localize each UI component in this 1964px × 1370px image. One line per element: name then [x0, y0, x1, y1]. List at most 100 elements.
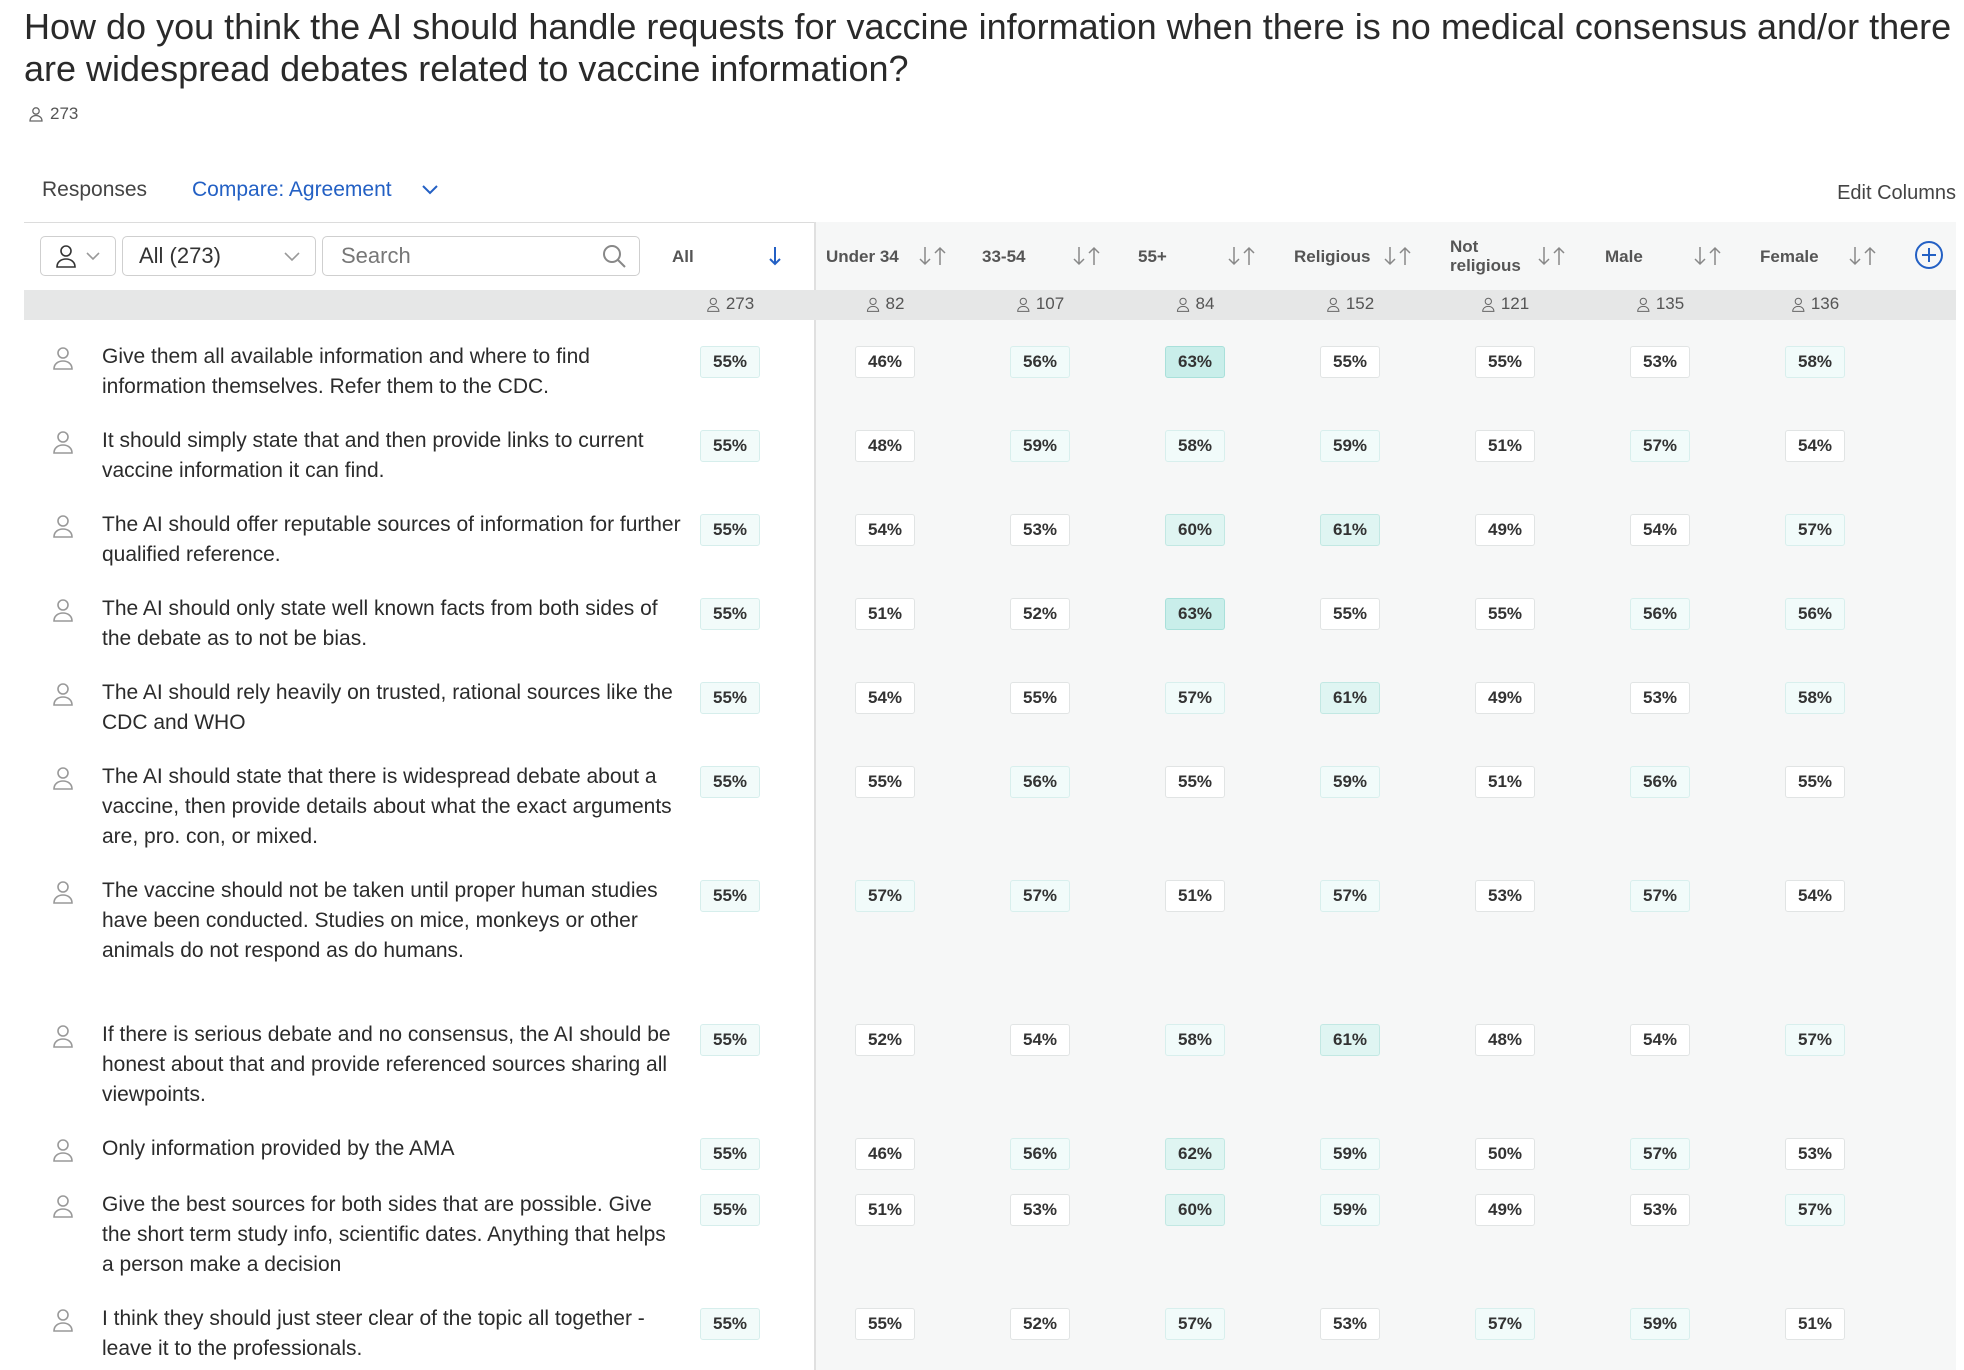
agreement-badge: 53% [1010, 1194, 1070, 1226]
audience-dropdown[interactable]: All (273) [122, 236, 316, 276]
agreement-badge: 61% [1320, 1024, 1380, 1056]
search-input[interactable] [341, 243, 591, 269]
person-icon [1327, 297, 1340, 312]
compare-columns-background [816, 222, 1956, 1370]
search-box [322, 236, 640, 276]
table-row[interactable]: The AI should rely heavily on trusted, r… [24, 678, 1956, 738]
column-divider [814, 222, 816, 1370]
sort-control[interactable] [1848, 245, 1877, 267]
response-text: The AI should offer reputable sources of… [102, 513, 681, 566]
sort-up-icon[interactable] [1398, 245, 1412, 267]
column-header-55-[interactable]: 55+ [1138, 234, 1288, 278]
column-header-label: Male [1605, 246, 1643, 266]
agreement-badge: 49% [1475, 682, 1535, 714]
table-row[interactable]: Give them all available information and … [24, 342, 1956, 402]
sort-down-icon[interactable] [1693, 245, 1707, 267]
person-icon [29, 107, 43, 122]
agreement-badge: 57% [1165, 1308, 1225, 1340]
sort-down-icon[interactable] [1383, 245, 1397, 267]
table-row[interactable]: The AI should only state well known fact… [24, 594, 1956, 654]
sort-up-icon[interactable] [933, 245, 947, 267]
column-count-bar [24, 290, 1956, 320]
sort-descending-icon[interactable] [768, 245, 782, 267]
column-header-male[interactable]: Male [1605, 234, 1755, 278]
edit-columns-button[interactable]: Edit Columns [1837, 182, 1956, 204]
agreement-badge: 48% [855, 430, 915, 462]
person-icon [1792, 297, 1805, 312]
column-count: 152 [1326, 294, 1374, 314]
toolbar: Responses Compare: Agreement Edit Column… [24, 170, 1956, 214]
table-row[interactable]: Give the best sources for both sides tha… [24, 1190, 1956, 1276]
table-row[interactable]: If there is serious debate and no consen… [24, 1020, 1956, 1106]
sort-up-icon[interactable] [1087, 245, 1101, 267]
search-icon[interactable] [601, 243, 627, 269]
respondent-icon [53, 1139, 73, 1162]
column-header-all[interactable]: All [672, 234, 802, 278]
agreement-badge: 50% [1475, 1138, 1535, 1170]
agreement-badge: 57% [1165, 682, 1225, 714]
agreement-badge: 60% [1165, 1194, 1225, 1226]
person-filter-dropdown[interactable] [40, 236, 116, 276]
compare-dropdown[interactable]: Compare: Agreement [192, 178, 440, 202]
column-header-religious[interactable]: Religious [1294, 234, 1444, 278]
column-count: 82 [866, 294, 904, 314]
table-row[interactable]: The AI should state that there is widesp… [24, 762, 1956, 848]
agreement-badge: 55% [700, 1138, 760, 1170]
sort-down-icon[interactable] [1848, 245, 1862, 267]
sort-control[interactable] [1537, 245, 1566, 267]
tab-responses[interactable]: Responses [42, 178, 148, 201]
person-icon [1017, 297, 1030, 312]
agreement-badge: 54% [1785, 430, 1845, 462]
agreement-badge: 55% [855, 766, 915, 798]
sort-control[interactable] [1072, 245, 1101, 267]
sort-up-icon[interactable] [1242, 245, 1256, 267]
respondent-icon [53, 683, 73, 706]
agreement-badge: 57% [1630, 880, 1690, 912]
table-row[interactable]: It should simply state that and then pro… [24, 426, 1956, 486]
agreement-badge: 57% [1010, 880, 1070, 912]
sort-control[interactable] [768, 245, 782, 267]
agreement-badge: 61% [1320, 682, 1380, 714]
response-text: The AI should only state well known fact… [102, 597, 658, 650]
column-header-33-54[interactable]: 33-54 [982, 234, 1132, 278]
sort-control[interactable] [918, 245, 947, 267]
agreement-badge: 55% [1785, 766, 1845, 798]
sort-down-icon[interactable] [1537, 245, 1551, 267]
agreement-badge: 51% [1165, 880, 1225, 912]
agreement-badge: 55% [700, 1308, 760, 1340]
column-count: 135 [1636, 294, 1684, 314]
table-row[interactable]: The AI should offer reputable sources of… [24, 510, 1956, 570]
response-text: It should simply state that and then pro… [102, 429, 644, 482]
agreement-badge: 55% [700, 430, 760, 462]
add-column-icon[interactable] [1914, 240, 1944, 270]
sort-down-icon[interactable] [1227, 245, 1241, 267]
response-text: Give them all available information and … [102, 345, 590, 398]
column-header-not-religious[interactable]: Not religious [1450, 234, 1600, 278]
sort-up-icon[interactable] [1708, 245, 1722, 267]
person-icon [1637, 297, 1650, 312]
column-count-value: 135 [1655, 294, 1685, 313]
table-row[interactable]: I think they should just steer clear of … [24, 1304, 1956, 1364]
column-header-label: All [672, 246, 694, 266]
agreement-badge: 54% [1630, 1024, 1690, 1056]
column-header-under-34[interactable]: Under 34 [826, 234, 976, 278]
table-row[interactable]: The vaccine should not be taken until pr… [24, 876, 1956, 962]
agreement-badge: 59% [1010, 430, 1070, 462]
sort-control[interactable] [1383, 245, 1412, 267]
sort-up-icon[interactable] [1552, 245, 1566, 267]
agreement-badge: 53% [1785, 1138, 1845, 1170]
column-header-female[interactable]: Female [1760, 234, 1910, 278]
agreement-badge: 55% [1320, 346, 1380, 378]
agreement-badge: 54% [1630, 514, 1690, 546]
sort-up-icon[interactable] [1863, 245, 1877, 267]
column-header-label: Female [1760, 246, 1819, 266]
sort-control[interactable] [1693, 245, 1722, 267]
agreement-badge: 57% [1630, 1138, 1690, 1170]
sort-control[interactable] [1227, 245, 1256, 267]
column-count-value: 273 [725, 294, 755, 313]
sort-down-icon[interactable] [1072, 245, 1086, 267]
table-row[interactable]: Only information provided by the AMA 55% 4… [24, 1134, 1956, 1194]
agreement-badge: 52% [1010, 598, 1070, 630]
agreement-badge: 51% [1785, 1308, 1845, 1340]
sort-down-icon[interactable] [918, 245, 932, 267]
